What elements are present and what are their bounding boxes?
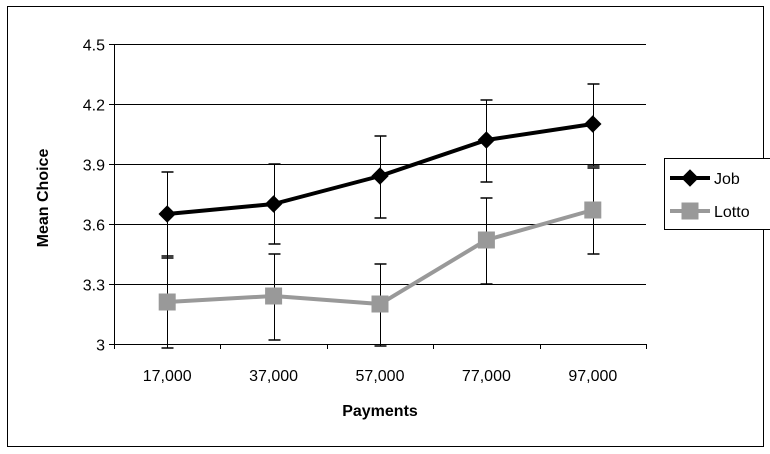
- x-tick-label: 57,000: [356, 368, 405, 385]
- x-tick-label: 77,000: [462, 368, 511, 385]
- x-tick-label: 97,000: [568, 368, 617, 385]
- y-tick-label: 3: [96, 338, 105, 355]
- y-tick-label: 4.2: [83, 98, 105, 115]
- y-tick-label: 4.5: [83, 38, 105, 55]
- data-point: [478, 232, 494, 248]
- data-point: [372, 296, 388, 312]
- data-point: [159, 294, 175, 310]
- x-tick-label: 37,000: [249, 368, 298, 385]
- y-axis-label: Mean Choice: [35, 149, 52, 248]
- x-axis-label: Payments: [342, 403, 418, 420]
- legend-label: Lotto: [714, 204, 750, 221]
- legend: Job Lotto: [665, 159, 770, 230]
- data-point: [266, 288, 282, 304]
- y-tick-label: 3.3: [83, 278, 105, 295]
- data-point: [585, 202, 601, 218]
- legend-marker: [682, 203, 698, 219]
- legend-label: Job: [714, 171, 740, 188]
- x-tick-label: 17,000: [143, 368, 192, 385]
- y-tick-label: 3.6: [83, 218, 105, 235]
- y-tick-label: 3.9: [83, 158, 105, 175]
